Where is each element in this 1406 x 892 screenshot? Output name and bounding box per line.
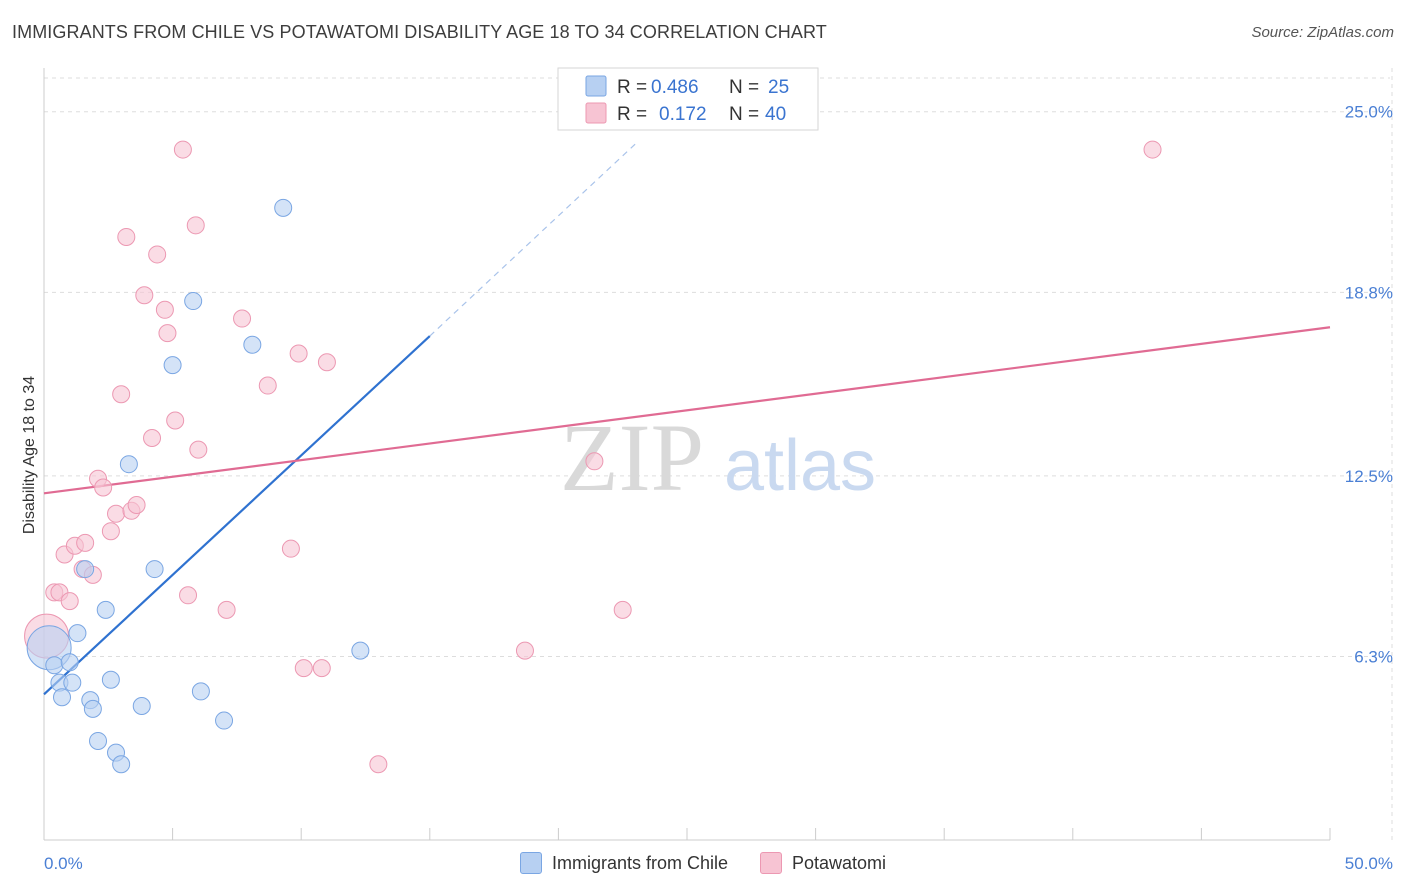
x-tick-label: 0.0% xyxy=(44,854,83,873)
point-potawatomi xyxy=(294,659,313,678)
chart-title: IMMIGRANTS FROM CHILE VS POTAWATOMI DISA… xyxy=(12,22,827,42)
point-potawatomi xyxy=(60,592,79,611)
legend-r-label-1: R = xyxy=(617,77,647,98)
point-chile xyxy=(96,600,115,619)
point-chile xyxy=(274,198,293,217)
correlation-legend: R = 0.486 N = 25 R = 0.172 N = 40 xyxy=(557,67,819,131)
point-potawatomi xyxy=(515,641,534,660)
point-chile xyxy=(145,560,164,579)
point-potawatomi xyxy=(281,539,300,558)
point-potawatomi xyxy=(317,353,336,372)
point-chile xyxy=(45,656,64,675)
point-chile xyxy=(163,356,182,375)
point-potawatomi xyxy=(585,452,604,471)
point-chile xyxy=(191,682,210,701)
trend-line-chile xyxy=(43,335,431,696)
point-potawatomi xyxy=(312,659,331,678)
y-tick-label: 6.3% xyxy=(1354,647,1393,666)
watermark-zip: ZIP xyxy=(560,404,704,511)
point-chile xyxy=(351,641,370,660)
series-swatch-pink xyxy=(760,852,782,874)
series-label-chile: Immigrants from Chile xyxy=(551,852,728,873)
point-chile xyxy=(132,696,151,715)
point-chile xyxy=(89,731,108,750)
point-chile xyxy=(53,688,72,707)
point-potawatomi xyxy=(258,376,277,395)
legend-swatch-pink xyxy=(585,102,607,124)
point-chile xyxy=(112,755,131,774)
point-chile xyxy=(101,670,120,689)
point-potawatomi xyxy=(148,245,167,264)
point-chile xyxy=(215,711,234,730)
point-potawatomi xyxy=(233,309,252,328)
trend-lines xyxy=(43,143,1331,696)
series-legend-item-potawatomi: Potawatomi xyxy=(760,852,886,874)
legend-r-label-2: R = xyxy=(617,104,647,125)
x-tick-labels: 0.0% 50.0% xyxy=(44,854,1393,873)
legend-swatch-blue xyxy=(585,75,607,97)
series-label-potawatomi: Potawatomi xyxy=(792,852,887,873)
point-potawatomi xyxy=(189,440,208,459)
watermark-atlas: atlas xyxy=(724,426,876,506)
point-potawatomi xyxy=(107,504,126,523)
point-chile xyxy=(76,560,95,579)
point-potawatomi xyxy=(94,478,113,497)
watermark: ZIP atlas xyxy=(560,404,876,511)
data-points xyxy=(24,140,1162,774)
point-chile xyxy=(68,624,87,643)
point-potawatomi xyxy=(173,140,192,159)
source-label: Source: ZipAtlas.com xyxy=(1251,24,1394,41)
point-potawatomi xyxy=(117,227,136,246)
y-tick-label: 12.5% xyxy=(1345,467,1393,486)
legend-n-value-1: 25 xyxy=(768,77,789,98)
point-chile xyxy=(83,699,102,718)
legend-n-value-2: 40 xyxy=(765,104,786,125)
y-tick-label: 18.8% xyxy=(1345,283,1393,302)
point-potawatomi xyxy=(101,522,120,541)
point-potawatomi xyxy=(1143,140,1162,159)
y-tick-labels: 6.3% 12.5% 18.8% 25.0% xyxy=(1345,103,1393,667)
point-potawatomi xyxy=(135,286,154,305)
point-potawatomi xyxy=(179,586,198,605)
legend-n-label-1: N = xyxy=(729,77,759,98)
point-potawatomi xyxy=(158,324,177,343)
point-potawatomi xyxy=(166,411,185,430)
x-tick-label: 50.0% xyxy=(1345,854,1393,873)
point-potawatomi xyxy=(76,533,95,552)
point-chile xyxy=(184,292,203,311)
point-potawatomi xyxy=(127,495,146,514)
point-potawatomi xyxy=(155,300,174,319)
point-chile xyxy=(60,653,79,672)
x-ticks xyxy=(43,828,1331,840)
point-potawatomi xyxy=(186,216,205,235)
point-chile xyxy=(119,455,138,474)
legend-r-value-1: 0.486 xyxy=(651,77,699,98)
point-potawatomi xyxy=(112,385,131,404)
point-potawatomi xyxy=(289,344,308,363)
point-potawatomi xyxy=(217,600,236,619)
legend-n-label-2: N = xyxy=(729,104,759,125)
point-potawatomi xyxy=(369,755,388,774)
point-potawatomi xyxy=(613,600,632,619)
point-chile xyxy=(243,335,262,354)
series-legend-item-chile: Immigrants from Chile xyxy=(519,852,728,874)
trend-line-chile-extension xyxy=(429,143,636,337)
trend-line-potawatomi xyxy=(43,326,1331,495)
grid-lines xyxy=(44,68,1393,840)
series-swatch-blue xyxy=(519,852,542,874)
legend-r-value-2: 0.172 xyxy=(659,104,707,125)
point-potawatomi xyxy=(143,428,162,447)
y-axis-label: Disability Age 18 to 34 xyxy=(21,376,38,534)
series-legend: Immigrants from Chile Potawatomi xyxy=(0,852,1406,874)
y-tick-label: 25.0% xyxy=(1345,103,1393,122)
point-chile xyxy=(63,673,82,692)
